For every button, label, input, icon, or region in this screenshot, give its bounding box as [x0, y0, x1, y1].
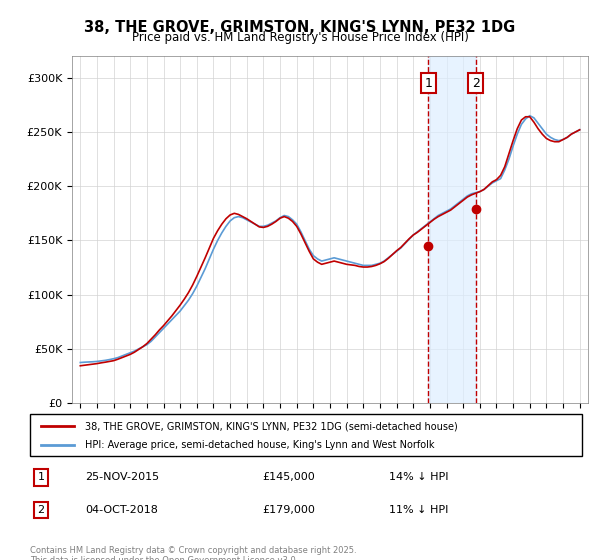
- Text: 1: 1: [424, 77, 432, 90]
- Text: 04-OCT-2018: 04-OCT-2018: [85, 505, 158, 515]
- Text: 2: 2: [472, 77, 479, 90]
- Text: 38, THE GROVE, GRIMSTON, KING'S LYNN, PE32 1DG: 38, THE GROVE, GRIMSTON, KING'S LYNN, PE…: [85, 20, 515, 35]
- Text: 38, THE GROVE, GRIMSTON, KING'S LYNN, PE32 1DG (semi-detached house): 38, THE GROVE, GRIMSTON, KING'S LYNN, PE…: [85, 421, 458, 431]
- Text: 1: 1: [38, 473, 44, 482]
- Text: 25-NOV-2015: 25-NOV-2015: [85, 473, 160, 482]
- FancyBboxPatch shape: [30, 414, 582, 456]
- Text: Contains HM Land Registry data © Crown copyright and database right 2025.
This d: Contains HM Land Registry data © Crown c…: [30, 546, 356, 560]
- Text: £145,000: £145,000: [262, 473, 314, 482]
- Text: 11% ↓ HPI: 11% ↓ HPI: [389, 505, 448, 515]
- Text: HPI: Average price, semi-detached house, King's Lynn and West Norfolk: HPI: Average price, semi-detached house,…: [85, 440, 434, 450]
- Text: 2: 2: [37, 505, 44, 515]
- Bar: [428, 56, 476, 403]
- Text: Price paid vs. HM Land Registry's House Price Index (HPI): Price paid vs. HM Land Registry's House …: [131, 31, 469, 44]
- Text: £179,000: £179,000: [262, 505, 315, 515]
- Text: 14% ↓ HPI: 14% ↓ HPI: [389, 473, 448, 482]
